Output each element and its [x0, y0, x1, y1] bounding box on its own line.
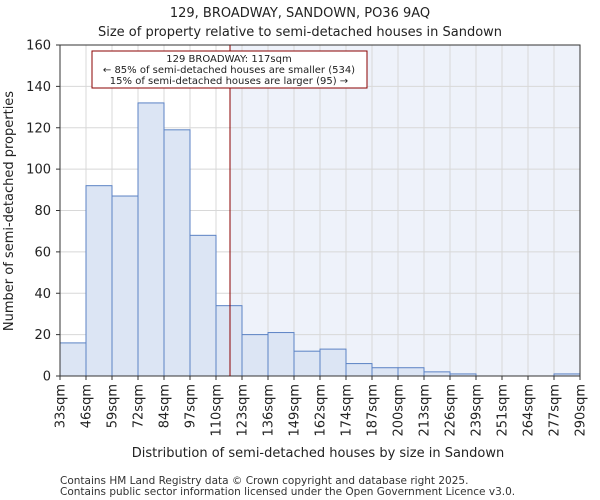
annotation-line-2: ← 85% of semi-detached houses are smalle…	[103, 65, 355, 76]
x-tick-label: 149sqm	[288, 384, 303, 437]
bar	[215, 305, 243, 377]
y-tick-label: 0	[43, 370, 51, 385]
annotation-line-3: 15% of semi-detached houses are larger (…	[110, 76, 348, 87]
bar	[397, 367, 425, 377]
x-tick-label: 59sqm	[106, 384, 121, 428]
footer-line-1: Contains HM Land Registry data © Crown c…	[60, 475, 468, 487]
y-tick-label: 120	[26, 121, 51, 136]
bar	[423, 371, 451, 377]
y-tick-label: 100	[26, 163, 51, 178]
x-tick-label: 110sqm	[210, 384, 225, 437]
x-tick-label: 277sqm	[548, 384, 563, 437]
x-tick-label: 72sqm	[132, 384, 147, 428]
x-tick-label: 187sqm	[366, 384, 381, 437]
y-tick-label: 80	[34, 204, 51, 219]
x-tick-label: 123sqm	[236, 384, 251, 437]
bar	[241, 334, 269, 377]
y-axis-ticks: 0 20 40 60 80 100 120 140 160	[26, 39, 60, 385]
annotation-line-1: 129 BROADWAY: 117sqm	[166, 54, 291, 65]
x-tick-label: 84sqm	[158, 384, 173, 428]
bar	[59, 342, 87, 377]
x-tick-label: 46sqm	[80, 384, 95, 428]
y-tick-label: 140	[26, 80, 51, 95]
bars	[59, 102, 581, 377]
x-axis-ticks: 33sqm 46sqm 59sqm 72sqm 84sqm 97sqm 110sqm 123s…	[54, 376, 589, 437]
chart-subtitle: Size of property relative to semi-detach…	[98, 25, 502, 40]
x-tick-label: 264sqm	[522, 384, 537, 437]
x-tick-label: 162sqm	[314, 384, 329, 437]
y-tick-label: 20	[34, 328, 51, 343]
x-tick-label: 213sqm	[418, 384, 433, 437]
footer-line-2: Contains public sector information licen…	[60, 486, 515, 498]
y-tick-label: 40	[34, 287, 51, 302]
x-tick-label: 200sqm	[392, 384, 407, 437]
x-axis-label: Distribution of semi-detached houses by …	[132, 446, 505, 461]
x-tick-label: 136sqm	[262, 384, 277, 437]
y-tick-label: 160	[26, 39, 51, 54]
y-tick-label: 60	[34, 245, 51, 260]
bar	[85, 185, 113, 377]
bar	[293, 350, 321, 377]
bar	[163, 129, 191, 377]
x-tick-label: 251sqm	[496, 384, 511, 437]
x-tick-label: 33sqm	[54, 384, 69, 428]
x-tick-label: 290sqm	[574, 384, 589, 437]
bar	[345, 363, 373, 377]
bar	[319, 348, 347, 377]
chart-title: 129, BROADWAY, SANDOWN, PO36 9AQ	[170, 6, 430, 21]
bar	[137, 102, 165, 377]
y-axis-label: Number of semi-detached properties	[2, 91, 17, 331]
bar	[189, 234, 217, 377]
marker-annotation: 129 BROADWAY: 117sqm ← 85% of semi-detac…	[91, 50, 368, 89]
x-tick-label: 97sqm	[184, 384, 199, 428]
x-tick-label: 226sqm	[444, 384, 459, 437]
bar	[267, 332, 295, 377]
bar	[371, 367, 399, 377]
x-tick-label: 174sqm	[340, 384, 355, 437]
annotation-box	[91, 50, 368, 89]
x-tick-label: 239sqm	[470, 384, 485, 437]
bar	[111, 195, 139, 377]
